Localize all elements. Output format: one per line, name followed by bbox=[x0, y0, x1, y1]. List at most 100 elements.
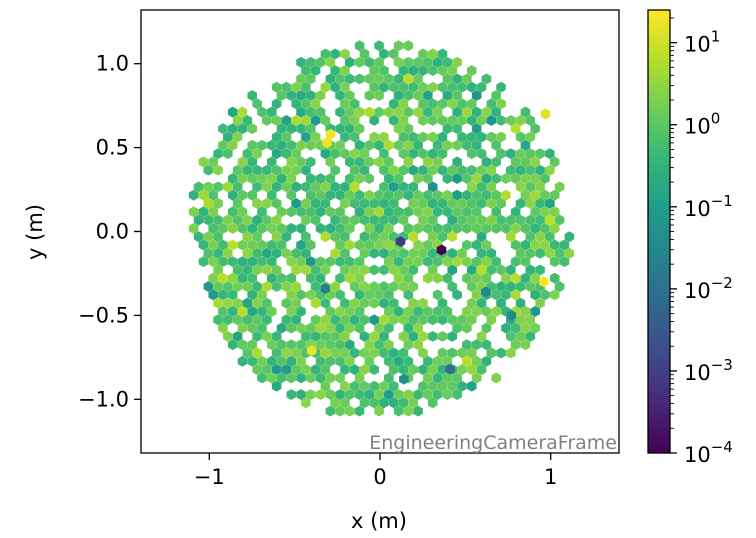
camera-pixel bbox=[437, 164, 448, 176]
camera-pixel bbox=[535, 264, 545, 276]
camera-pixel bbox=[393, 355, 404, 367]
camera-pixel bbox=[413, 222, 423, 234]
camera-pixel bbox=[262, 264, 272, 276]
camera-pixel bbox=[359, 264, 370, 276]
camera-pixel bbox=[476, 231, 487, 243]
camera-pixel bbox=[252, 231, 262, 243]
camera-pixel bbox=[286, 189, 297, 201]
camera-pixel bbox=[305, 156, 316, 168]
camera-pixel bbox=[510, 123, 521, 135]
camera-pixel bbox=[427, 330, 438, 342]
camera-pixel bbox=[471, 206, 482, 218]
camera-pixel bbox=[427, 114, 438, 126]
camera-pixel bbox=[354, 156, 365, 168]
camera-pixel bbox=[276, 239, 287, 251]
camera-pixel bbox=[462, 355, 472, 367]
camera-pixel bbox=[252, 297, 262, 309]
camera-pixel bbox=[271, 164, 282, 176]
camera-pixel bbox=[388, 297, 399, 309]
camera-pixel bbox=[232, 314, 243, 326]
camera-pixel bbox=[286, 90, 297, 101]
camera-pixel bbox=[457, 214, 467, 226]
camera-pixel bbox=[291, 114, 301, 126]
camera-pixel bbox=[447, 330, 458, 342]
camera-pixel bbox=[242, 281, 253, 292]
camera-pixel bbox=[515, 330, 526, 342]
camera-pixel bbox=[227, 306, 238, 317]
camera-pixel bbox=[349, 164, 360, 176]
camera-pixel bbox=[432, 139, 443, 151]
camera-pixel bbox=[213, 164, 223, 176]
camera-pixel bbox=[388, 81, 399, 93]
camera-pixel bbox=[266, 355, 277, 367]
camera-pixel bbox=[418, 98, 428, 110]
camera-pixel bbox=[242, 164, 253, 176]
camera-pixel bbox=[340, 330, 350, 342]
camera-pixel bbox=[506, 330, 516, 342]
camera-pixel bbox=[335, 106, 345, 118]
camera-pixel bbox=[340, 364, 350, 376]
camera-pixel bbox=[379, 330, 389, 342]
camera-pixel bbox=[408, 281, 419, 292]
camera-pixel bbox=[437, 364, 448, 376]
camera-pixel bbox=[223, 281, 233, 292]
camera-pixel bbox=[384, 355, 394, 367]
camera-pixel bbox=[286, 123, 297, 135]
camera-pixel bbox=[374, 222, 384, 234]
camera-pixel bbox=[296, 306, 306, 317]
camera-pixel bbox=[379, 347, 389, 359]
camera-pixel-highlight bbox=[395, 236, 406, 247]
camera-pixel bbox=[462, 222, 472, 234]
camera-pixel bbox=[442, 206, 453, 218]
camera-pixel bbox=[364, 289, 375, 301]
camera-pixel bbox=[379, 148, 389, 160]
camera-pixel bbox=[398, 397, 409, 409]
camera-pixel bbox=[301, 164, 311, 176]
camera-pixel bbox=[520, 173, 531, 184]
camera-pixel bbox=[398, 364, 409, 376]
camera-pixel bbox=[452, 156, 462, 168]
camera-pixel bbox=[247, 139, 258, 151]
camera-pixel bbox=[471, 355, 482, 367]
camera-pixel bbox=[286, 322, 297, 334]
colorbar-tick-label: 10−1 bbox=[684, 192, 733, 221]
camera-pixel bbox=[271, 98, 282, 110]
camera-pixel bbox=[398, 264, 409, 276]
camera-pixel bbox=[423, 256, 433, 268]
camera-pixel bbox=[266, 173, 277, 184]
camera-pixel bbox=[301, 364, 311, 376]
camera-pixel bbox=[545, 214, 555, 226]
camera-pixel bbox=[340, 314, 350, 326]
colorbar-tick-label: 10−4 bbox=[684, 438, 733, 467]
camera-pixel bbox=[525, 181, 536, 193]
camera-pixel bbox=[252, 198, 262, 209]
camera-pixel bbox=[286, 206, 297, 218]
camera-pixel-highlight bbox=[399, 373, 409, 385]
camera-pixel bbox=[262, 314, 272, 326]
camera-pixel bbox=[305, 73, 316, 85]
camera-pixel bbox=[452, 90, 462, 101]
camera-pixel bbox=[242, 247, 253, 259]
camera-pixel bbox=[437, 347, 448, 359]
camera-pixel bbox=[266, 106, 277, 118]
camera-pixel bbox=[530, 156, 540, 168]
camera-pixel bbox=[325, 405, 336, 417]
camera-pixel bbox=[486, 181, 497, 193]
colorbar-ticks: 10−4 10−3 10−2 10−1 100 101 bbox=[670, 17, 733, 467]
camera-pixel bbox=[442, 306, 453, 317]
camera-pixel bbox=[359, 198, 370, 209]
camera-pixel bbox=[403, 256, 414, 268]
camera-pixel bbox=[486, 264, 497, 276]
camera-pixel bbox=[466, 281, 477, 292]
camera-pixel bbox=[520, 256, 531, 268]
camera-pixel bbox=[281, 114, 292, 126]
camera-pixel bbox=[388, 164, 399, 176]
camera-pixel bbox=[257, 222, 267, 234]
camera-pixel bbox=[530, 272, 540, 284]
camera-pixel bbox=[208, 189, 218, 201]
camera-pixel bbox=[291, 297, 301, 309]
camera-pixel bbox=[501, 272, 511, 284]
camera-pixel bbox=[203, 214, 214, 226]
camera-pixel bbox=[408, 264, 419, 276]
camera-pixel bbox=[227, 222, 238, 234]
